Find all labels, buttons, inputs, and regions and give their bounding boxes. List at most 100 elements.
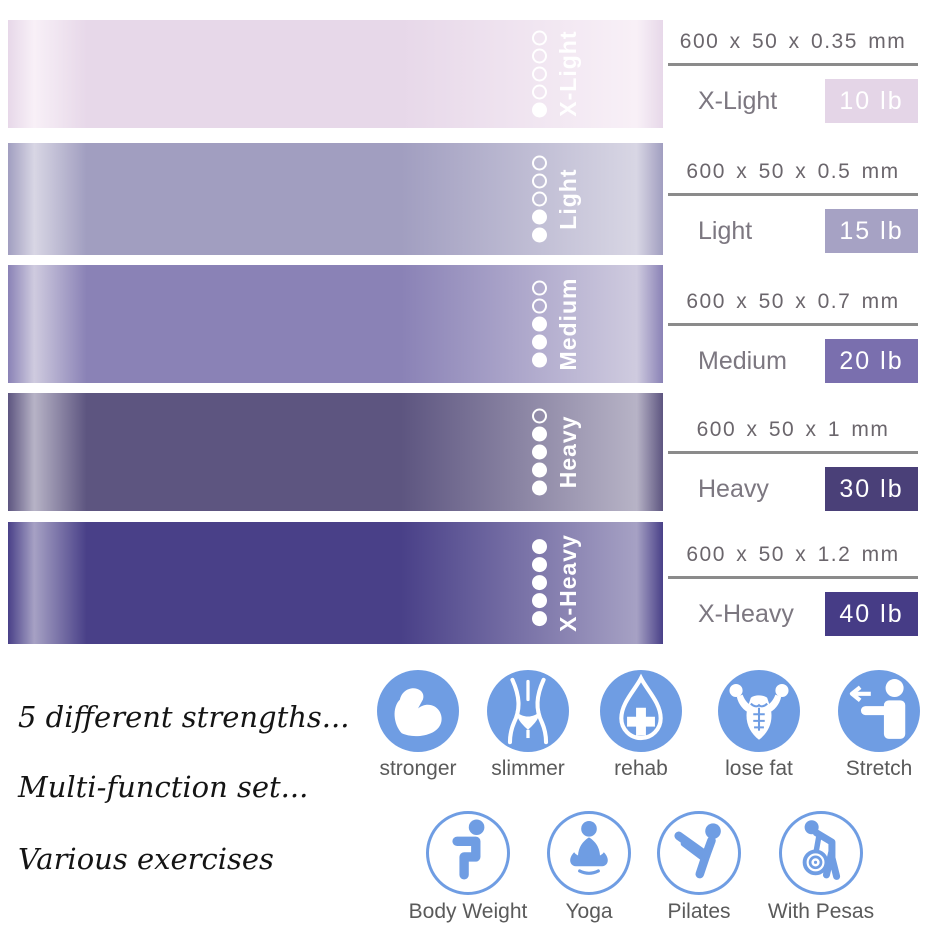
strength-dot-filled bbox=[532, 426, 547, 442]
divider-line bbox=[668, 323, 918, 326]
band-strength-marker: Light bbox=[532, 155, 582, 243]
strength-weight-row: Heavy 30 lb bbox=[668, 467, 918, 511]
weight-badge: 15 lb bbox=[825, 209, 918, 253]
divider-line bbox=[668, 451, 918, 454]
band-strength-label: X-Light bbox=[555, 30, 581, 118]
divider-line bbox=[668, 63, 918, 66]
band-strength-label: X-Heavy bbox=[555, 534, 581, 632]
icon-label: Body Weight bbox=[408, 900, 528, 923]
strength-dot-hollow bbox=[532, 30, 547, 46]
band-strength-marker: Medium bbox=[532, 277, 582, 371]
feature-text: 5 different strengths... bbox=[18, 700, 350, 734]
icon-label: stronger bbox=[379, 757, 457, 780]
strength-weight-row: X-Heavy 40 lb bbox=[668, 592, 918, 636]
strength-name-text: X-Heavy bbox=[698, 599, 794, 628]
strength-dot-hollow bbox=[532, 191, 547, 207]
spec-block: 600 x 50 x 1.2 mm X-Heavy 40 lb bbox=[668, 543, 918, 636]
muscle-torso-icon bbox=[718, 670, 800, 752]
bicep-icon bbox=[377, 670, 459, 752]
squat-icon bbox=[426, 811, 510, 895]
strength-dots bbox=[532, 408, 547, 496]
strength-name-text: Light bbox=[698, 216, 753, 245]
spec-block: 600 x 50 x 0.5 mm Light 15 lb bbox=[668, 160, 918, 253]
strength-dot-filled bbox=[532, 209, 547, 225]
strength-name-text: X-Light bbox=[698, 86, 778, 115]
strength-dots bbox=[532, 30, 547, 118]
resistance-band-light: Light bbox=[8, 143, 663, 255]
feature-icon-pilates: Pilates bbox=[640, 811, 758, 924]
icon-label: Stretch bbox=[845, 757, 913, 780]
feature-icon-yoga: Yoga bbox=[530, 811, 648, 924]
band-strength-marker: Heavy bbox=[532, 408, 582, 496]
band-dimensions-text: 600 x 50 x 1.2 mm bbox=[686, 543, 900, 566]
lotus-pose-icon bbox=[547, 811, 631, 895]
feature-icon-stronger: stronger bbox=[359, 670, 477, 781]
kettlebell-lift-icon bbox=[779, 811, 863, 895]
slim-waist-icon bbox=[487, 670, 569, 752]
strength-dot-hollow bbox=[532, 66, 547, 82]
strength-dot-hollow bbox=[532, 84, 547, 100]
strength-dot-filled bbox=[532, 462, 547, 478]
feature-icon-rehab: rehab bbox=[582, 670, 700, 781]
strength-dot-filled bbox=[532, 611, 547, 627]
weight-badge: 10 lb bbox=[825, 79, 918, 123]
feature-text: Multi-function set... bbox=[18, 770, 309, 804]
strength-name-text: Medium bbox=[698, 346, 787, 375]
strength-dot-hollow bbox=[532, 280, 547, 296]
strength-dot-filled bbox=[532, 334, 547, 350]
strength-dot-hollow bbox=[532, 408, 547, 424]
strength-dot-filled bbox=[532, 539, 547, 555]
v-sit-icon bbox=[657, 811, 741, 895]
strength-name-text: Heavy bbox=[698, 474, 769, 503]
strength-dot-hollow bbox=[532, 298, 547, 314]
strength-dot-filled bbox=[532, 575, 547, 591]
strength-weight-row: Medium 20 lb bbox=[668, 339, 918, 383]
divider-line bbox=[668, 576, 918, 579]
band-dimensions-text: 600 x 50 x 0.7 mm bbox=[686, 290, 900, 313]
strength-dots bbox=[532, 280, 547, 368]
band-strength-label: Light bbox=[555, 168, 581, 230]
strength-weight-row: Light 15 lb bbox=[668, 209, 918, 253]
weight-badge: 20 lb bbox=[825, 339, 918, 383]
strength-dot-filled bbox=[532, 316, 547, 332]
strength-dot-filled bbox=[532, 557, 547, 573]
divider-line bbox=[668, 193, 918, 196]
icon-label: With Pesas bbox=[767, 900, 875, 923]
feature-icon-body-weight: Body Weight bbox=[409, 811, 527, 924]
strength-dot-filled bbox=[532, 102, 547, 118]
band-strength-marker: X-Light bbox=[532, 30, 582, 118]
spec-block: 600 x 50 x 0.35 mm X-Light 10 lb bbox=[668, 30, 918, 123]
resistance-band-medium: Medium bbox=[8, 265, 663, 383]
strength-dot-hollow bbox=[532, 173, 547, 189]
feature-icon-slimmer: slimmer bbox=[469, 670, 587, 781]
band-dimensions-text: 600 x 50 x 1 mm bbox=[696, 418, 890, 441]
strength-dot-hollow bbox=[532, 48, 547, 64]
strength-dots bbox=[532, 155, 547, 243]
resistance-band-x-heavy: X-Heavy bbox=[8, 522, 663, 644]
strength-weight-row: X-Light 10 lb bbox=[668, 79, 918, 123]
icon-label: lose fat bbox=[725, 757, 793, 780]
feature-icon-stretch: Stretch bbox=[820, 670, 932, 781]
feature-icon-lose-fat: lose fat bbox=[700, 670, 818, 781]
strength-dot-filled bbox=[532, 593, 547, 609]
strength-dots bbox=[532, 539, 547, 627]
band-strength-label: Medium bbox=[555, 277, 581, 371]
icon-label: Yoga bbox=[565, 900, 613, 923]
weight-badge: 30 lb bbox=[825, 467, 918, 511]
water-drop-cross-icon bbox=[600, 670, 682, 752]
strength-dot-filled bbox=[532, 352, 547, 368]
band-strength-label: Heavy bbox=[555, 415, 581, 489]
strength-dot-filled bbox=[532, 480, 547, 496]
band-strength-marker: X-Heavy bbox=[532, 534, 582, 632]
feature-icon-with-pesas: With Pesas bbox=[762, 811, 880, 924]
feature-text: Various exercises bbox=[18, 842, 274, 876]
icon-label: slimmer bbox=[491, 757, 565, 780]
strength-dot-filled bbox=[532, 444, 547, 460]
icon-label: Pilates bbox=[667, 900, 731, 923]
band-dimensions-text: 600 x 50 x 0.35 mm bbox=[679, 30, 907, 53]
spec-block: 600 x 50 x 1 mm Heavy 30 lb bbox=[668, 418, 918, 511]
band-dimensions-text: 600 x 50 x 0.5 mm bbox=[686, 160, 900, 183]
weight-badge: 40 lb bbox=[825, 592, 918, 636]
strength-dot-filled bbox=[532, 227, 547, 243]
arm-stretch-icon bbox=[838, 670, 920, 752]
